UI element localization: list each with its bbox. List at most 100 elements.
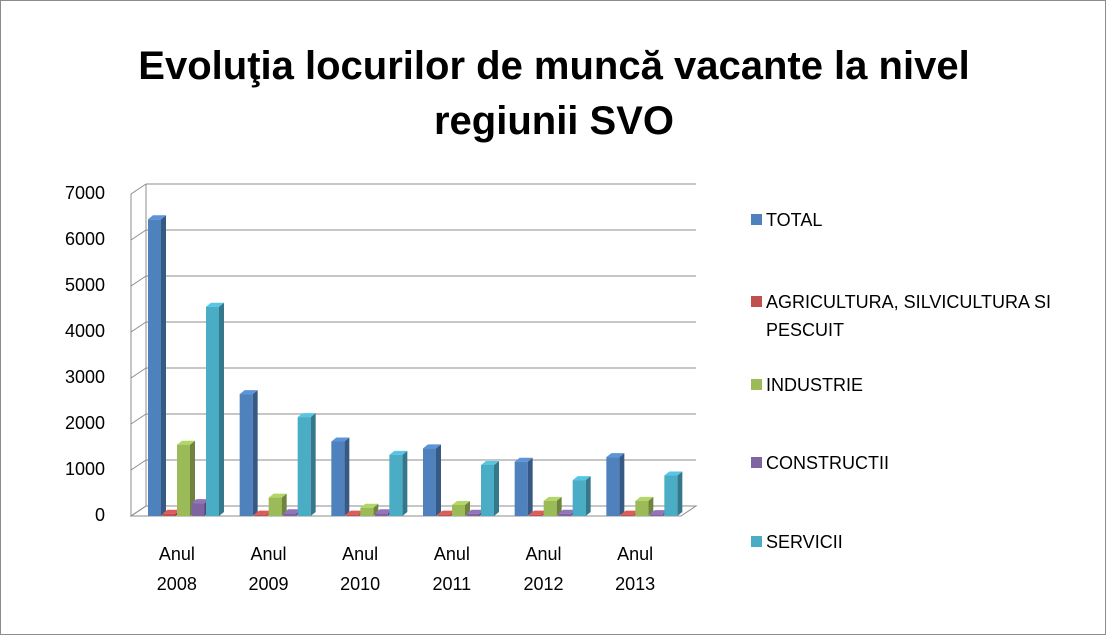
legend-swatch: [751, 457, 762, 468]
grid-line-side: [130, 275, 147, 287]
grid-line-side: [130, 413, 147, 425]
legend-label: CONSTRUCTII: [766, 453, 889, 473]
bar-top: [529, 510, 548, 515]
bar-top: [331, 437, 350, 442]
x-tick-label: Anul 2009: [248, 544, 289, 594]
bar-top: [481, 460, 499, 465]
x-tick-label: Anul 2012: [523, 544, 564, 594]
bar-side: [619, 453, 625, 516]
legend-label: TOTAL: [766, 210, 823, 230]
bar: [423, 448, 436, 516]
bar-side: [252, 390, 258, 516]
bar: [360, 507, 374, 516]
legend-swatch: [751, 214, 762, 225]
bar-top: [148, 215, 166, 220]
bar-top: [206, 302, 224, 307]
bar: [558, 513, 572, 516]
bar-top: [283, 509, 302, 514]
bar: [268, 497, 282, 516]
bar-top: [423, 444, 441, 449]
bar-top: [239, 390, 258, 395]
bar: [148, 219, 161, 517]
bar: [514, 461, 528, 516]
grid-line-side: [130, 505, 147, 517]
bar-top: [649, 510, 668, 515]
y-tick-label: 1000: [65, 459, 105, 479]
bar-side: [281, 493, 287, 516]
bar-top: [162, 509, 181, 514]
y-tick-label: 7000: [65, 183, 105, 203]
x-tick-label: Anul 2008: [156, 544, 197, 594]
bar: [297, 417, 311, 516]
bar-side: [677, 471, 683, 516]
bar: [283, 513, 297, 516]
bar: [254, 514, 268, 516]
bar-top: [635, 496, 654, 501]
bar-top: [572, 476, 591, 481]
bar: [466, 513, 480, 516]
x-tick-label: Anul 2013: [615, 544, 656, 594]
bar-side: [310, 413, 316, 516]
bar-top: [437, 510, 456, 515]
bar-top: [664, 471, 683, 476]
bar: [162, 513, 176, 516]
bar: [239, 394, 253, 516]
bar-side: [344, 437, 350, 516]
grid-line-side: [130, 321, 147, 333]
bar-side: [527, 457, 533, 516]
bar: [635, 500, 649, 516]
bar-top: [452, 500, 470, 505]
y-tick-label: 3000: [65, 367, 105, 387]
grid-line-side: [130, 229, 147, 241]
bar-side: [190, 440, 195, 516]
bar: [664, 475, 678, 516]
bar-top: [191, 499, 210, 504]
bar-side: [494, 460, 499, 516]
bar-top: [297, 413, 316, 418]
legend-entry: INDUSTRIE: [751, 371, 1101, 399]
bar-top: [620, 510, 639, 515]
legend-label: SERVICII: [766, 532, 843, 552]
legend-entry: TOTAL: [751, 206, 1101, 234]
legend-entry: SERVICII: [751, 528, 1101, 556]
x-tick-label: Anul 2010: [340, 544, 381, 594]
bar-top: [466, 509, 485, 514]
bar: [543, 500, 557, 516]
legend-entry: CONSTRUCTII: [751, 449, 1101, 477]
bar-top: [177, 440, 195, 445]
bar-side: [585, 476, 591, 516]
bar-top: [254, 510, 273, 515]
bar-top: [543, 496, 562, 501]
bar-top: [389, 450, 408, 455]
bar-top: [345, 510, 364, 515]
bar: [481, 464, 494, 516]
bar: [345, 514, 359, 516]
bar: [374, 513, 388, 516]
bar-side: [402, 450, 408, 516]
grid-line-side: [130, 459, 147, 471]
bar: [437, 514, 451, 516]
legend-label: AGRICULTURA, SILVICULTURA SI PESCUIT: [766, 292, 1052, 340]
bar-top: [606, 453, 625, 458]
bar: [649, 514, 663, 516]
bar: [331, 441, 345, 516]
legend-label: INDUSTRIE: [766, 375, 864, 395]
legend-swatch: [751, 379, 762, 390]
y-tick-label: 5000: [65, 275, 105, 295]
bar: [389, 454, 403, 516]
bar-side: [648, 496, 654, 516]
bar-top: [360, 503, 379, 508]
bar-top: [558, 509, 577, 514]
bar-top: [514, 457, 533, 462]
grid-line-side: [130, 367, 147, 379]
grid-line-side: [130, 183, 147, 195]
bar: [620, 514, 634, 516]
bar-side: [219, 302, 224, 516]
legend-swatch: [751, 296, 762, 307]
legend-swatch: [751, 536, 762, 547]
bar: [206, 306, 219, 516]
bar: [177, 444, 190, 516]
bar: [529, 514, 543, 516]
